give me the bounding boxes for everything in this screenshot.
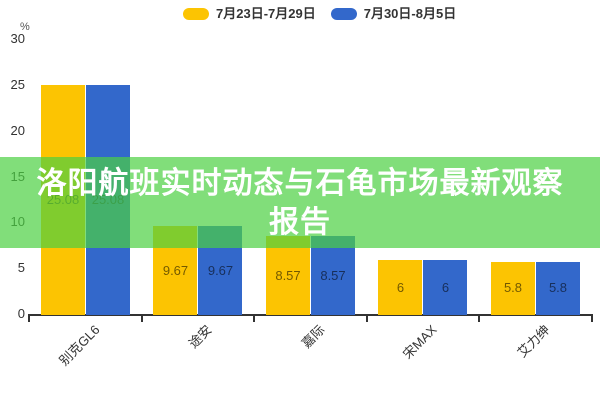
bar-series1-cat4[interactable] <box>535 261 580 315</box>
title-banner-overlay: 洛阳航班实时动态与石龟市场最新观察 报告 <box>0 157 600 248</box>
chart-legend: 7月23日-7月29日 7月30日-8月5日 <box>183 7 456 21</box>
x-axis-tick-4 <box>478 314 480 322</box>
legend-item-0[interactable]: 7月23日-7月29日 <box>183 7 316 21</box>
legend-item-label: 7月23日-7月29日 <box>216 6 316 21</box>
bar-series0-cat2[interactable] <box>265 236 310 315</box>
x-category-label-3: 宋MAX <box>399 322 440 362</box>
bar-value-label-series1-cat2: 8.57 <box>320 267 346 283</box>
bar-value-label-series0-cat3: 6 <box>396 279 405 295</box>
legend-swatch-icon <box>183 8 209 20</box>
banner-title-line-2: 报告 <box>269 205 331 239</box>
bar-series1-cat2[interactable] <box>310 236 355 315</box>
bar-value-label-series0-cat2: 8.57 <box>275 267 301 283</box>
x-category-label-2: 嘉际 <box>298 322 328 352</box>
y-tick-label-30: 30 <box>10 31 25 46</box>
y-tick-label-25: 25 <box>10 76 25 92</box>
x-axis-tick-5 <box>590 314 593 322</box>
bar-series0-cat4[interactable] <box>490 261 535 315</box>
bar-value-label-series0-cat1: 9.67 <box>162 262 189 278</box>
legend-item-1[interactable]: 7月30日-8月5日 <box>330 6 457 21</box>
legend-swatch-icon <box>330 8 357 20</box>
x-category-label-1: 途安 <box>185 322 215 352</box>
banner-title-line-1: 洛阳航班实时动态与石龟市场最新观察 <box>36 166 564 200</box>
bar-value-label-series0-cat4: 5.8 <box>503 280 523 296</box>
y-tick-label-20: 20 <box>10 122 25 138</box>
bar-series0-cat3[interactable] <box>378 260 422 315</box>
legend-item-label: 7月30日-8月5日 <box>363 6 457 21</box>
y-tick-label-0: 0 <box>17 306 25 321</box>
x-axis-tick-0 <box>28 314 30 322</box>
y-tick-label-5: 5 <box>17 260 25 276</box>
bar-series1-cat3[interactable] <box>423 260 467 315</box>
x-axis-line <box>29 314 592 316</box>
bar-value-label-series1-cat4: 5.8 <box>548 280 568 296</box>
bar-value-label-series1-cat1: 9.67 <box>207 262 234 278</box>
bar-value-label-series1-cat3: 6 <box>441 279 450 295</box>
x-axis-tick-3 <box>365 314 368 322</box>
y-axis-unit-label: % <box>20 21 30 33</box>
x-axis-tick-1 <box>140 314 143 322</box>
x-category-label-4: 艾力绅 <box>513 322 553 361</box>
x-category-label-0: 别克GL6 <box>55 322 103 369</box>
x-axis-tick-2 <box>253 314 255 322</box>
